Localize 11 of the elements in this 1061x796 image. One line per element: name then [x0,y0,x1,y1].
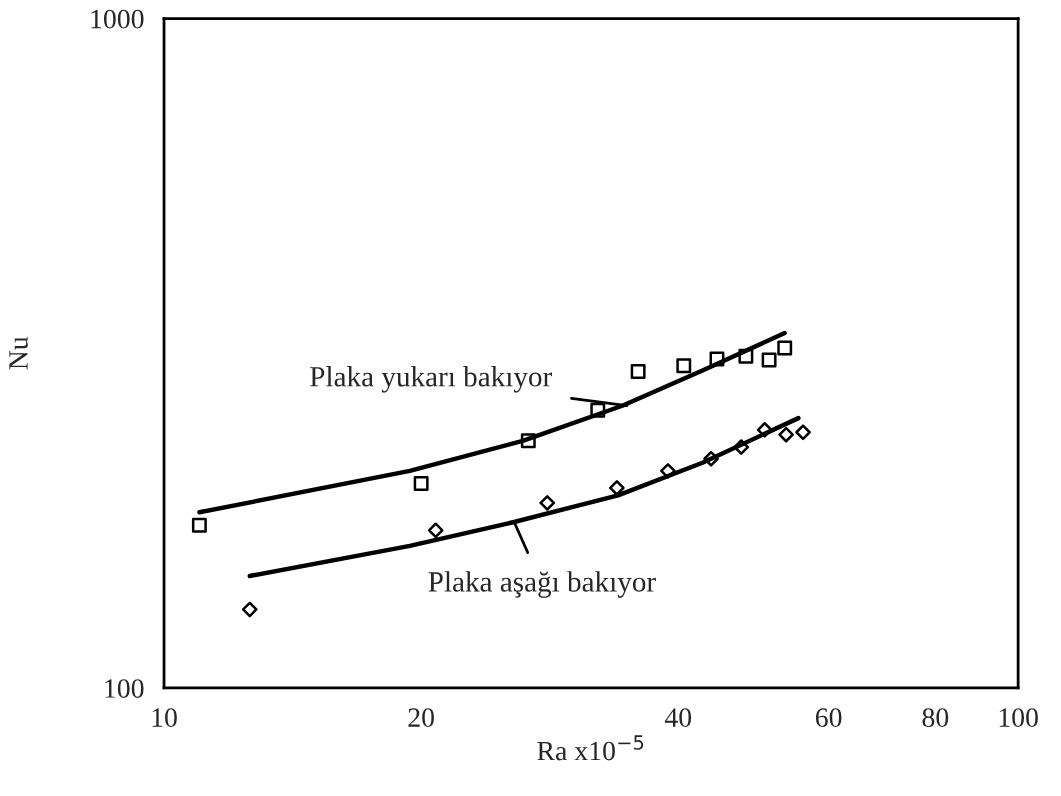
x-tick-label: 10 [152,708,177,727]
y-tick-label: 1000 [91,9,144,29]
x-tick-label: 60 [815,708,842,727]
annotation: Plaka aşağı bakıyor [428,571,656,598]
x-tick-label: 20 [408,708,434,727]
y-axis-title: Nu [9,336,28,370]
x-axis-title: Ra x10$^{−5}$ [537,735,644,761]
annotation: Plaka yukarı bakıyor [310,366,552,393]
x-tick-label: 100 [999,708,1038,727]
x-tick-label: 40 [664,708,692,727]
x-tick-label: 80 [922,708,949,727]
